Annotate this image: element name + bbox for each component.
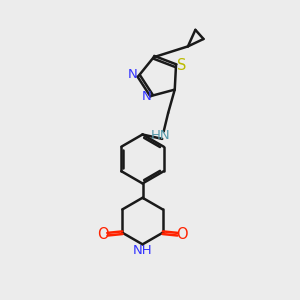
Text: N: N bbox=[128, 68, 138, 81]
Text: S: S bbox=[177, 58, 186, 73]
Text: N: N bbox=[141, 90, 151, 103]
Text: NH: NH bbox=[133, 244, 152, 257]
Text: O: O bbox=[97, 227, 109, 242]
Text: O: O bbox=[177, 227, 188, 242]
Text: HN: HN bbox=[150, 129, 170, 142]
